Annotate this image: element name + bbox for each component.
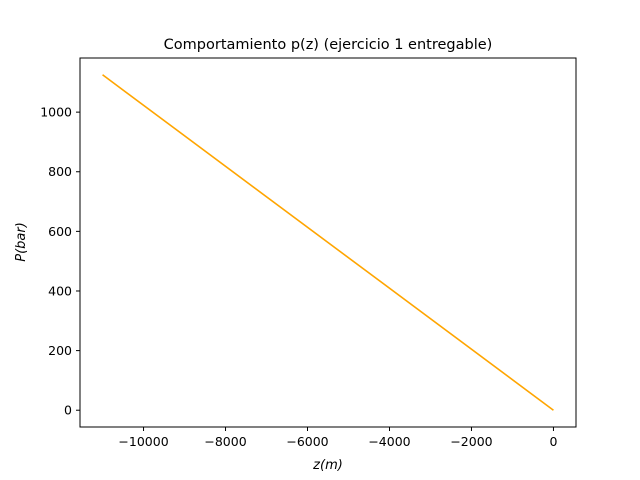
- x-tick-label: −6000: [286, 434, 328, 449]
- x-axis: −10000 −8000 −6000 −4000 −2000 0: [118, 427, 557, 449]
- series-line-0: [102, 74, 554, 411]
- y-tick-label: 1000: [40, 105, 72, 120]
- y-tick-label: 800: [48, 164, 72, 179]
- y-tick-label: 400: [48, 283, 72, 298]
- y-axis: 0 200 400 600 800 1000: [40, 105, 80, 418]
- x-tick-label: −8000: [204, 434, 246, 449]
- plot-area: [102, 74, 554, 411]
- x-axis-label: z(m): [312, 458, 343, 473]
- x-tick-label: 0: [549, 434, 557, 449]
- y-tick-label: 600: [48, 224, 72, 239]
- y-tick-label: 200: [48, 343, 72, 358]
- y-axis-label: P(bar): [14, 222, 29, 262]
- y-tick-label: 0: [64, 403, 72, 418]
- chart-title: Comportamiento p(z) (ejercicio 1 entrega…: [164, 37, 493, 53]
- axes-frame: [79, 57, 577, 428]
- x-tick-label: −10000: [118, 434, 168, 449]
- x-tick-label: −4000: [368, 434, 410, 449]
- x-tick-label: −2000: [450, 434, 492, 449]
